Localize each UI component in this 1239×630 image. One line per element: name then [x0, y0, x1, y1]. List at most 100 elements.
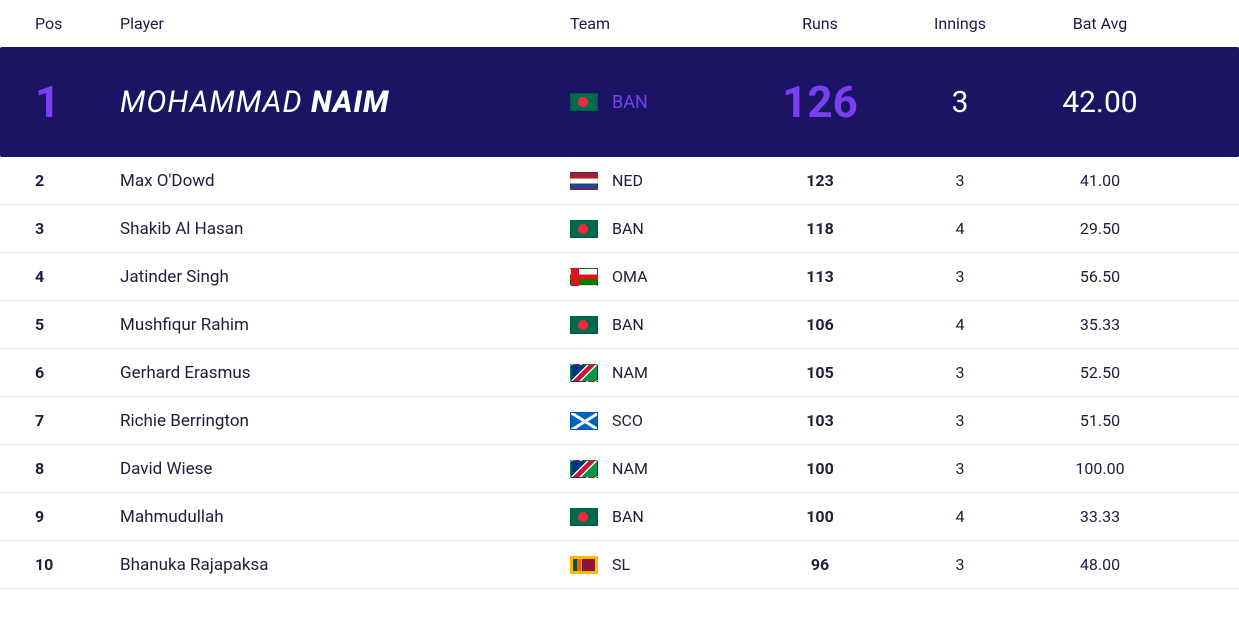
row-innings: 4	[890, 315, 1030, 334]
header-runs: Runs	[750, 14, 890, 33]
row-avg: 51.50	[1030, 411, 1200, 430]
featured-avg: 42.00	[1030, 85, 1200, 120]
featured-team: BAN	[550, 92, 750, 113]
row-team-code: OMA	[612, 267, 648, 286]
row-pos: 2	[0, 171, 90, 190]
row-innings: 3	[890, 267, 1030, 286]
row-avg: 41.00	[1030, 171, 1200, 190]
row-avg: 56.50	[1030, 267, 1200, 286]
row-pos: 8	[0, 459, 90, 478]
row-runs: 113	[750, 267, 890, 286]
flag-icon	[570, 508, 598, 526]
table-row[interactable]: 3Shakib Al Hasan BAN 118429.50	[0, 205, 1239, 253]
row-innings: 3	[890, 171, 1030, 190]
row-player: Mahmudullah	[90, 507, 550, 527]
flag-icon	[570, 412, 598, 430]
row-team: BAN	[550, 507, 750, 526]
table-header-row: Pos Player Team Runs Innings Bat Avg	[0, 0, 1239, 47]
header-avg: Bat Avg	[1030, 14, 1200, 33]
row-pos: 9	[0, 507, 90, 526]
flag-icon	[570, 460, 598, 478]
row-avg: 52.50	[1030, 363, 1200, 382]
row-player: David Wiese	[90, 459, 550, 479]
header-player: Player	[90, 14, 550, 33]
row-team-code: BAN	[612, 507, 644, 526]
table-row[interactable]: 2Max O'Dowd NED 123341.00	[0, 157, 1239, 205]
row-team: BAN	[550, 219, 750, 238]
row-team: NAM	[550, 363, 750, 382]
featured-team-code: BAN	[612, 92, 648, 113]
row-team-code: BAN	[612, 315, 644, 334]
table-row[interactable]: 9Mahmudullah BAN 100433.33	[0, 493, 1239, 541]
table-row[interactable]: 6Gerhard ErasmusNAM105352.50	[0, 349, 1239, 397]
row-player: Gerhard Erasmus	[90, 363, 550, 383]
row-innings: 3	[890, 555, 1030, 574]
row-pos: 6	[0, 363, 90, 382]
header-pos: Pos	[0, 14, 90, 33]
row-player: Jatinder Singh	[90, 267, 550, 287]
row-player: Richie Berrington	[90, 411, 550, 431]
stats-table: Pos Player Team Runs Innings Bat Avg 1 M…	[0, 0, 1239, 589]
flag-icon	[570, 172, 598, 190]
row-team: SL	[550, 555, 750, 574]
row-runs: 106	[750, 315, 890, 334]
row-player: Bhanuka Rajapaksa	[90, 555, 550, 575]
flag-icon	[570, 556, 598, 574]
row-player: Max O'Dowd	[90, 171, 550, 191]
flag-icon	[570, 93, 598, 111]
row-runs: 123	[750, 171, 890, 190]
row-runs: 100	[750, 507, 890, 526]
row-runs: 103	[750, 411, 890, 430]
featured-runs: 126	[750, 76, 890, 128]
row-team-code: SL	[612, 555, 630, 574]
flag-icon	[570, 268, 598, 286]
row-runs: 118	[750, 219, 890, 238]
row-player: Shakib Al Hasan	[90, 219, 550, 239]
row-pos: 7	[0, 411, 90, 430]
featured-pos: 1	[0, 76, 90, 128]
row-team: NAM	[550, 459, 750, 478]
row-pos: 5	[0, 315, 90, 334]
row-avg: 100.00	[1030, 459, 1200, 478]
table-row[interactable]: 4Jatinder Singh OMA 113356.50	[0, 253, 1239, 301]
row-avg: 48.00	[1030, 555, 1200, 574]
row-player: Mushfiqur Rahim	[90, 315, 550, 335]
table-row[interactable]: 8David Wiese NAM 1003100.00	[0, 445, 1239, 493]
flag-icon	[570, 364, 598, 382]
row-pos: 4	[0, 267, 90, 286]
row-pos: 10	[0, 555, 90, 574]
row-team-code: SCO	[612, 411, 643, 430]
header-innings: Innings	[890, 14, 1030, 33]
table-body: 2Max O'DowdNED123341.003Shakib Al HasanB…	[0, 157, 1239, 589]
featured-player-row[interactable]: 1 MOHAMMAD NAIM BAN 126 3 42.00	[0, 47, 1239, 157]
row-runs: 96	[750, 555, 890, 574]
table-row[interactable]: 10Bhanuka Rajapaksa SL 96348.00	[0, 541, 1239, 589]
row-innings: 4	[890, 219, 1030, 238]
row-team-code: NED	[612, 171, 643, 190]
row-team: SCO	[550, 411, 750, 430]
featured-player-name: MOHAMMAD NAIM	[90, 85, 550, 120]
row-innings: 3	[890, 459, 1030, 478]
row-innings: 4	[890, 507, 1030, 526]
featured-innings: 3	[890, 85, 1030, 120]
table-row[interactable]: 7Richie Berrington SCO 103351.50	[0, 397, 1239, 445]
header-team: Team	[550, 14, 750, 33]
featured-firstname: MOHAMMAD	[120, 85, 311, 120]
row-pos: 3	[0, 219, 90, 238]
row-innings: 3	[890, 411, 1030, 430]
row-avg: 33.33	[1030, 507, 1200, 526]
row-team: BAN	[550, 315, 750, 334]
flag-icon	[570, 220, 598, 238]
table-row[interactable]: 5Mushfiqur Rahim BAN 106435.33	[0, 301, 1239, 349]
row-runs: 105	[750, 363, 890, 382]
row-innings: 3	[890, 363, 1030, 382]
featured-lastname: NAIM	[311, 85, 390, 120]
flag-icon	[570, 316, 598, 334]
row-runs: 100	[750, 459, 890, 478]
row-team-code: NAM	[612, 459, 648, 478]
row-team-code: BAN	[612, 219, 644, 238]
row-team: NED	[550, 171, 750, 190]
row-avg: 35.33	[1030, 315, 1200, 334]
row-avg: 29.50	[1030, 219, 1200, 238]
row-team: OMA	[550, 267, 750, 286]
